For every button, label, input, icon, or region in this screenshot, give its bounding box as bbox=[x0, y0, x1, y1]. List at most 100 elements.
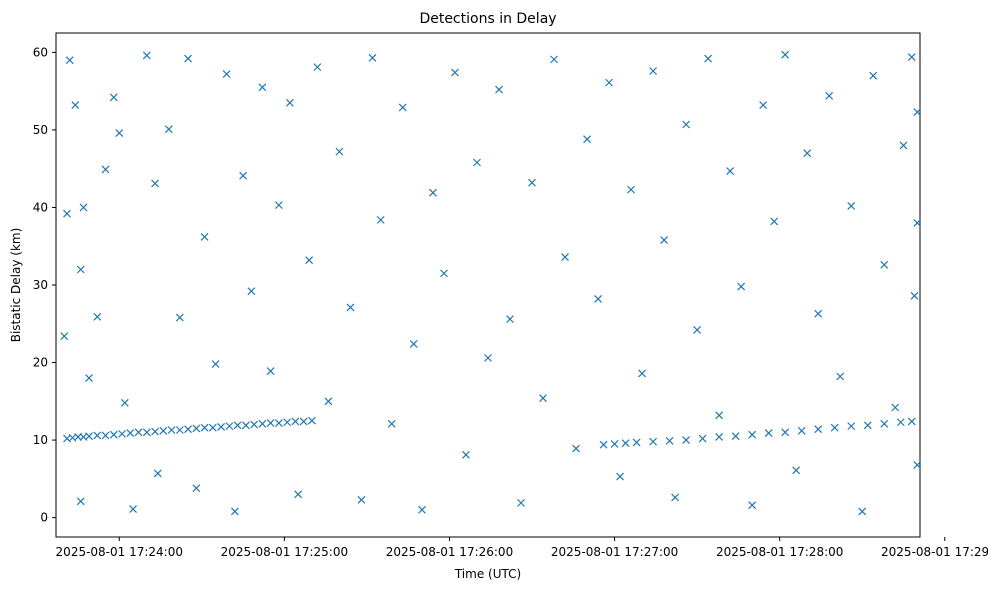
data-point bbox=[398, 103, 407, 112]
data-point bbox=[200, 233, 209, 241]
data-point bbox=[621, 439, 630, 448]
data-point bbox=[583, 135, 591, 144]
data-point bbox=[101, 431, 110, 440]
data-point bbox=[126, 429, 135, 438]
data-point bbox=[192, 424, 201, 433]
data-point bbox=[517, 498, 525, 507]
data-point bbox=[115, 129, 124, 137]
data-point bbox=[847, 422, 856, 431]
data-point bbox=[910, 291, 919, 300]
data-point bbox=[913, 108, 922, 117]
data-point bbox=[770, 217, 779, 226]
x-tick-label-1: 2025-08-01 17:25:00 bbox=[221, 545, 348, 559]
data-point bbox=[764, 429, 773, 438]
x-tick-label-3: 2025-08-01 17:27:00 bbox=[551, 545, 678, 559]
data-point bbox=[101, 165, 110, 174]
data-point bbox=[830, 423, 839, 432]
data-point bbox=[891, 403, 900, 412]
data-point bbox=[76, 265, 85, 274]
data-point bbox=[230, 507, 239, 516]
x-tick-label-2: 2025-08-01 17:26:00 bbox=[386, 545, 513, 559]
data-point bbox=[665, 436, 674, 445]
data-point bbox=[462, 450, 470, 459]
data-point bbox=[233, 421, 242, 430]
x-tick-label-4: 2025-08-01 17:28:00 bbox=[716, 545, 843, 559]
data-point bbox=[184, 54, 193, 63]
data-point bbox=[85, 374, 93, 382]
data-point bbox=[93, 431, 102, 440]
data-point bbox=[759, 101, 768, 110]
data-point bbox=[907, 53, 916, 61]
data-point bbox=[285, 98, 294, 107]
data-point bbox=[825, 91, 834, 100]
data-point bbox=[192, 484, 201, 493]
data-point bbox=[616, 472, 625, 481]
data-point bbox=[266, 419, 275, 427]
data-point bbox=[258, 83, 267, 92]
data-point bbox=[715, 433, 724, 441]
data-point bbox=[836, 372, 845, 381]
data-point bbox=[594, 295, 602, 303]
data-point bbox=[151, 179, 159, 188]
data-point bbox=[217, 422, 226, 431]
data-point bbox=[313, 63, 322, 72]
data-point bbox=[660, 236, 669, 244]
data-point bbox=[239, 171, 248, 180]
data-point bbox=[294, 490, 303, 499]
data-point bbox=[880, 260, 889, 269]
data-point bbox=[913, 219, 922, 227]
data-point bbox=[142, 428, 151, 437]
data-point bbox=[550, 55, 558, 64]
y-tick-label-5: 50 bbox=[33, 123, 48, 137]
data-point bbox=[250, 420, 259, 429]
y-tick-label-3: 30 bbox=[33, 278, 48, 292]
data-point bbox=[561, 253, 569, 262]
x-axis-label: Time (UTC) bbox=[454, 567, 521, 581]
data-point bbox=[225, 422, 234, 431]
data-point bbox=[797, 426, 806, 435]
data-point bbox=[748, 501, 757, 510]
chart-title: Detections in Delay bbox=[419, 11, 556, 27]
data-point bbox=[880, 419, 889, 428]
data-point bbox=[79, 203, 88, 212]
data-point bbox=[258, 419, 267, 428]
data-point bbox=[682, 436, 691, 445]
data-point bbox=[109, 93, 118, 102]
data-point bbox=[599, 440, 608, 449]
data-point bbox=[528, 178, 536, 187]
data-point bbox=[266, 367, 275, 375]
data-point bbox=[814, 425, 823, 434]
data-point bbox=[907, 417, 916, 426]
data-point bbox=[175, 313, 184, 322]
data-point bbox=[305, 256, 314, 265]
data-point bbox=[134, 428, 143, 437]
data-point bbox=[610, 440, 619, 448]
data-point bbox=[781, 428, 790, 437]
x-tick-label-0: 2025-08-01 17:24:00 bbox=[56, 545, 183, 559]
x-axis: 2025-08-01 17:24:00 2025-08-01 17:25:00 20… bbox=[56, 537, 988, 559]
data-point bbox=[803, 149, 812, 158]
data-point bbox=[440, 269, 448, 278]
data-point bbox=[605, 78, 613, 87]
data-point bbox=[93, 312, 102, 321]
plot-area-frame bbox=[55, 32, 921, 538]
data-point bbox=[649, 67, 658, 75]
data-point bbox=[291, 417, 300, 426]
data-point bbox=[200, 423, 209, 432]
data-point bbox=[387, 419, 396, 428]
data-point bbox=[153, 469, 162, 478]
data-point bbox=[324, 397, 333, 406]
data-point bbox=[142, 51, 151, 60]
y-tick-label-1: 10 bbox=[33, 433, 48, 447]
scatter-points bbox=[60, 50, 922, 516]
data-point bbox=[638, 369, 647, 378]
data-point bbox=[748, 430, 757, 439]
y-tick-label-2: 20 bbox=[33, 356, 48, 370]
data-point bbox=[715, 411, 724, 420]
data-point bbox=[704, 54, 713, 63]
data-point bbox=[869, 71, 878, 80]
data-point bbox=[539, 394, 547, 403]
data-point bbox=[307, 416, 316, 425]
data-point bbox=[357, 495, 366, 504]
data-point bbox=[737, 282, 746, 291]
